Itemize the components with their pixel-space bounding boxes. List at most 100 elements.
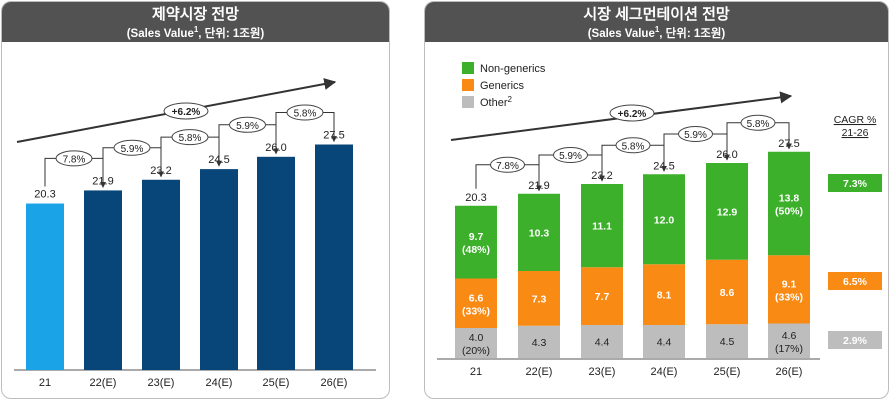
segment-value-label: 8.1: [657, 290, 672, 302]
x-tick-label: 22(E): [526, 366, 553, 378]
segment-value-label: 9.1: [782, 278, 797, 290]
growth-label: 5.8%: [747, 119, 770, 130]
growth-label: 5.8%: [294, 109, 317, 120]
x-tick-label: 25(E): [714, 366, 741, 378]
bar: [315, 144, 353, 370]
growth-ellipse: [229, 116, 266, 133]
left-chart-panel: 제약시장 전망 (Sales Value1, 단위: 1조원) 20.3 21 21…: [1, 1, 390, 399]
cagr-ellipse: [163, 102, 209, 120]
right-chart-subtitle: (Sales Value1, 단위: 1조원): [587, 25, 726, 40]
left-chart-plot: 20.32121.922(E)23.223(E)24.524(E)26.025(…: [14, 78, 376, 389]
x-tick-label: 22(E): [90, 377, 117, 389]
cagr-ellipse: [609, 104, 655, 122]
segment-value-label: 4.6: [782, 330, 797, 342]
growth-label: 5.8%: [622, 141, 645, 152]
growth-ellipse: [286, 104, 324, 121]
segment-share-label: (33%): [775, 291, 803, 303]
legend-swatch: [462, 96, 474, 108]
segment-share-label: (33%): [462, 305, 490, 317]
bar: [84, 190, 122, 370]
x-tick-label: 26(E): [776, 366, 803, 378]
bar-segment: [768, 255, 810, 324]
cagr-label: +6.2%: [172, 107, 201, 118]
segment-share-label: (17%): [775, 343, 803, 355]
segment-value-label: 4.3: [532, 337, 547, 349]
growth-label: 5.8%: [179, 133, 202, 144]
bar-segment: [643, 174, 685, 265]
bar-segment: [581, 267, 623, 325]
bar: [142, 179, 180, 370]
growth-ellipse: [490, 156, 525, 173]
legend-swatch: [462, 62, 474, 74]
x-tick-label: 24(E): [206, 377, 233, 389]
cagr-badge: [828, 331, 882, 349]
bar-segment: [768, 151, 810, 256]
bar-segment: [581, 325, 623, 358]
bar: [200, 169, 238, 370]
growth-label: 5.9%: [684, 130, 707, 141]
bar-segment: [581, 184, 623, 268]
growth-ellipse: [615, 137, 651, 154]
left-chart-header: 제약시장 전망 (Sales Value1, 단위: 1조원): [2, 2, 389, 42]
growth-ellipse: [740, 114, 776, 131]
segment-value-label: 11.1: [592, 221, 612, 233]
cagr-badge-label: 6.5%: [843, 276, 868, 288]
bar-segment: [455, 328, 497, 358]
bar-segment: [518, 193, 560, 271]
segment-share-label: (20%): [462, 345, 490, 357]
x-tick-label: 21: [39, 377, 51, 389]
legend-label: Generics: [480, 80, 525, 92]
segment-share-label: (50%): [775, 206, 803, 218]
growth-label: 5.9%: [559, 151, 582, 162]
bar-segment: [768, 323, 810, 358]
bar-value-label: 20.3: [34, 189, 55, 201]
bar: [257, 156, 295, 370]
segment-value-label: 4.4: [657, 337, 672, 349]
x-tick-label: 25(E): [263, 377, 290, 389]
bar-segment: [706, 324, 748, 358]
segment-share-label: (48%): [462, 244, 490, 256]
x-tick-label: 23(E): [589, 366, 616, 378]
segment-value-label: 4.4: [595, 337, 610, 349]
growth-ellipse: [678, 126, 713, 142]
cagr-header: CAGR %: [834, 114, 877, 126]
bar-total-label: 20.3: [465, 192, 486, 204]
growth-label: 5.9%: [121, 144, 144, 155]
segment-value-label: 4.0: [469, 332, 484, 344]
cagr-badge-label: 2.9%: [843, 335, 868, 347]
growth-ellipse: [113, 139, 151, 156]
bar-segment: [706, 259, 748, 325]
bar-segment: [643, 264, 685, 325]
cagr-badge: [828, 272, 882, 290]
growth-ellipse: [553, 147, 588, 163]
segment-value-label: 12.0: [654, 214, 675, 226]
segment-value-label: 12.9: [717, 206, 738, 218]
cagr-header-period: 21-26: [842, 127, 869, 139]
segment-value-label: 4.5: [720, 336, 735, 348]
right-chart-plot: Non-genericsGenericsOther24.0(20%)6.6(33…: [437, 62, 882, 378]
right-chart-panel: 시장 세그먼테이션 전망 (Sales Value1, 단위: 1조원) Non…: [424, 1, 889, 399]
x-tick-label: 26(E): [321, 377, 348, 389]
growth-label: 7.8%: [63, 154, 86, 165]
bar-segment: [455, 205, 497, 279]
bar-segment: [518, 271, 560, 326]
growth-label: 5.9%: [236, 121, 259, 132]
right-chart-title: 시장 세그먼테이션 전망: [583, 6, 730, 23]
cagr-label: +6.2%: [618, 109, 647, 120]
x-tick-label: 23(E): [148, 377, 175, 389]
bar-segment: [643, 325, 685, 358]
left-chart-subtitle: (Sales Value1, 단위: 1조원): [126, 25, 265, 40]
legend-label: Non-generics: [480, 63, 546, 75]
left-chart-title: 제약시장 전망: [152, 6, 239, 23]
growth-ellipse: [55, 150, 93, 167]
segment-value-label: 9.7: [469, 231, 484, 243]
bar-segment: [518, 325, 560, 358]
segment-value-label: 10.3: [529, 227, 550, 239]
growth-ellipse: [171, 129, 209, 146]
right-chart-header: 시장 세그먼테이션 전망 (Sales Value1, 단위: 1조원): [425, 2, 888, 42]
cagr-badge: [828, 174, 882, 192]
legend-label: Other2: [480, 95, 513, 109]
legend-swatch: [462, 79, 474, 91]
x-tick-label: 24(E): [651, 366, 678, 378]
x-tick-label: 21: [470, 366, 482, 378]
